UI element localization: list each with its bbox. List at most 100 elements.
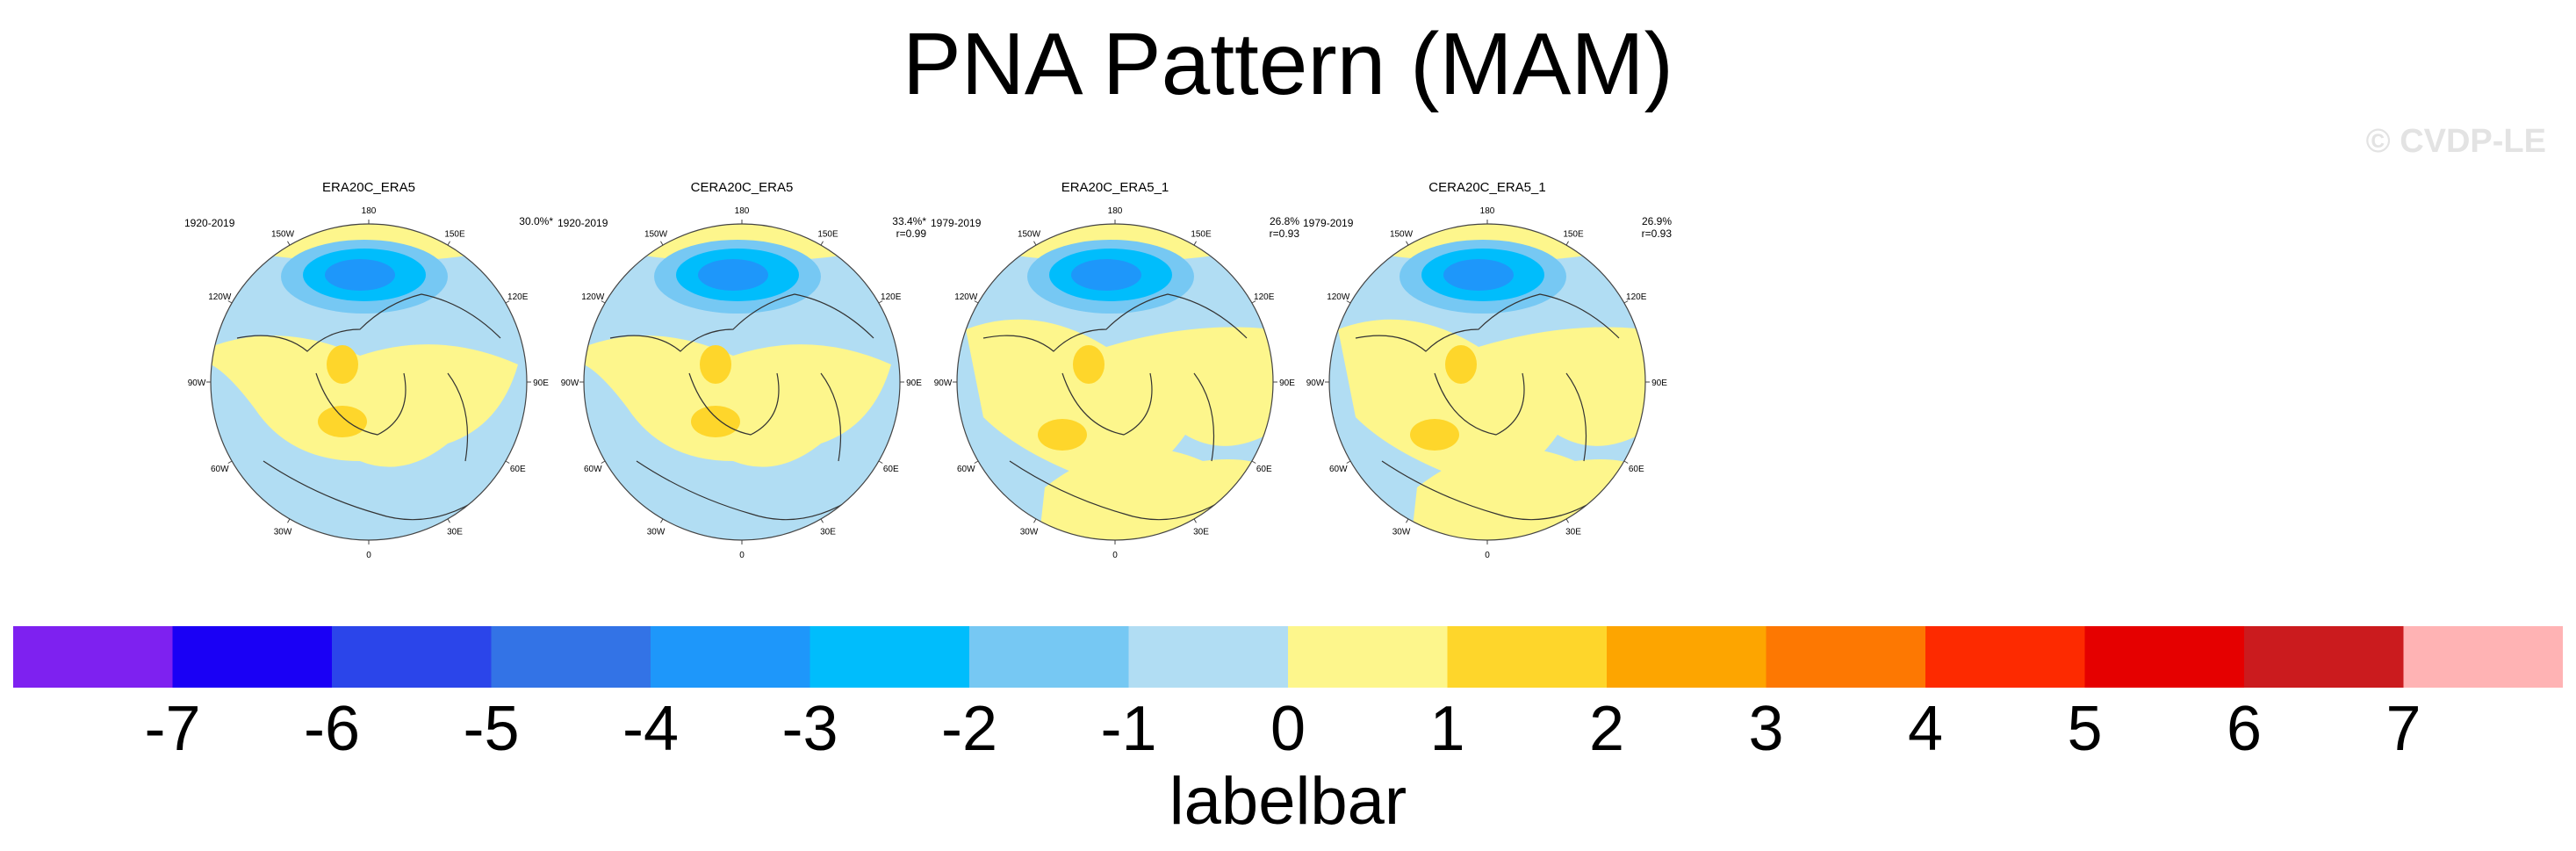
panel-variance: 26.8% bbox=[1269, 215, 1299, 227]
colorbar-swatch bbox=[2084, 626, 2245, 688]
colorbar-tick-label: 4 bbox=[1907, 694, 1944, 764]
polar-map: 180 150E 120E 90E 60E 30E 0 30W 60W 90W 120W 150W bbox=[188, 206, 550, 560]
colorbar-tick-label: 2 bbox=[1588, 694, 1625, 764]
lon-label: 120E bbox=[1626, 292, 1647, 302]
lon-label: 60W bbox=[584, 465, 602, 474]
lon-label: 30W bbox=[1392, 528, 1411, 537]
polar-map: 180 150E 120E 90E 60E 30E 0 30W 60W 90W 120W 150W bbox=[934, 206, 1296, 560]
lon-label: 90E bbox=[1651, 379, 1667, 388]
panel-correlation: r=0.93 bbox=[1269, 227, 1299, 240]
colorbar-tick-label: 5 bbox=[2067, 694, 2103, 764]
page-title: PNA Pattern (MAM) bbox=[903, 15, 1673, 113]
colorbar-swatch bbox=[2403, 626, 2563, 688]
panel-years: 1920-2019 bbox=[184, 217, 235, 229]
panel-stats: 33.4%* r=0.99 bbox=[821, 215, 926, 240]
colorbar-tick-label: 7 bbox=[2385, 694, 2421, 764]
lon-label: 120W bbox=[208, 292, 232, 302]
watermark: © CVDP-LE bbox=[2365, 123, 2546, 160]
lon-label: 30W bbox=[1020, 528, 1039, 537]
colorbar-tick-label: 0 bbox=[1270, 694, 1306, 764]
colorbar-swatch bbox=[809, 626, 970, 688]
colorbar-swatch bbox=[1607, 626, 1767, 688]
colorbar-swatch bbox=[2244, 626, 2404, 688]
lon-label: 90W bbox=[561, 379, 579, 388]
polar-map: 180 150E 120E 90E 60E 30E 0 30W 60W 90W 120W 150W bbox=[1306, 206, 1668, 560]
map-panel: CERA20C_ERA5_1 1979-2019 26.9% r=0.93 180 150… bbox=[1303, 180, 1672, 560]
lon-label: 150W bbox=[1018, 229, 1041, 239]
colorbar-tick-label: -3 bbox=[781, 694, 838, 764]
lon-label: 30E bbox=[447, 528, 463, 537]
lon-label: 90E bbox=[906, 379, 922, 388]
lon-label: 60W bbox=[1329, 465, 1348, 474]
lon-label: 150E bbox=[817, 229, 838, 239]
panel-stats: 30.0%* bbox=[448, 215, 553, 227]
colorbar-swatch bbox=[1128, 626, 1289, 688]
lon-label: 150E bbox=[1563, 229, 1584, 239]
lon-label: 120E bbox=[881, 292, 902, 302]
panel-correlation: r=0.99 bbox=[896, 227, 926, 240]
lon-label: 150W bbox=[1390, 229, 1414, 239]
lon-label: 0 bbox=[739, 551, 745, 560]
colorbar-swatch bbox=[13, 626, 173, 688]
colorbar-tick-label: -1 bbox=[1100, 694, 1157, 764]
panel-variance: 30.0%* bbox=[519, 215, 553, 227]
lon-label: 30E bbox=[1565, 528, 1581, 537]
colorbar-swatch bbox=[491, 626, 651, 688]
lon-label: 120E bbox=[507, 292, 529, 302]
lon-label: 0 bbox=[1112, 551, 1118, 560]
panel-variance: 26.9% bbox=[1641, 215, 1672, 227]
colorbar-tick-label: 3 bbox=[1748, 694, 1784, 764]
panel-years: 1979-2019 bbox=[1303, 217, 1354, 229]
colorbar-tick-label: 6 bbox=[2226, 694, 2263, 764]
lon-label: 0 bbox=[366, 551, 371, 560]
lon-label: 150E bbox=[444, 229, 465, 239]
colorbar-swatch bbox=[1288, 626, 1448, 688]
lon-label: 0 bbox=[1485, 551, 1490, 560]
panel-years: 1920-2019 bbox=[558, 217, 608, 229]
lon-label: 30E bbox=[820, 528, 836, 537]
map-panel: ERA20C_ERA5_1 1979-2019 26.8% r=0.93 180 150E… bbox=[931, 180, 1299, 560]
lon-label: 30W bbox=[274, 528, 292, 537]
panel-stats: 26.8% r=0.93 bbox=[1194, 215, 1299, 240]
lon-label: 180 bbox=[1480, 206, 1495, 216]
panel-title: CERA20C_ERA5 bbox=[690, 180, 794, 195]
colorbar-tick-label: -4 bbox=[622, 694, 680, 764]
lon-label: 120W bbox=[581, 292, 605, 302]
lon-label: 60E bbox=[1256, 465, 1272, 474]
colorbar-tick-label: -7 bbox=[144, 694, 201, 764]
map-panel: CERA20C_ERA5 1920-2019 33.4%* r=0.99 180 150E… bbox=[558, 180, 926, 560]
lon-label: 150E bbox=[1191, 229, 1212, 239]
colorbar-swatch bbox=[1925, 626, 2085, 688]
map-panel: ERA20C_ERA5 1920-2019 30.0%* 180 150E 120E 90E… bbox=[184, 180, 553, 560]
polar-map: 180 150E 120E 90E 60E 30E 0 30W 60W 90W 120W 150W bbox=[561, 206, 923, 560]
panel-stats: 26.9% r=0.93 bbox=[1566, 215, 1672, 240]
lon-label: 120W bbox=[954, 292, 978, 302]
lon-label: 150W bbox=[644, 229, 668, 239]
colorbar-swatch bbox=[969, 626, 1129, 688]
colorbar-tick-label: -2 bbox=[940, 694, 998, 764]
colorbar-tick-label: -5 bbox=[463, 694, 520, 764]
lon-label: 90W bbox=[1306, 379, 1325, 388]
lon-label: 90W bbox=[188, 379, 206, 388]
lon-label: 30E bbox=[1193, 528, 1209, 537]
lon-label: 180 bbox=[362, 206, 377, 216]
lon-label: 60E bbox=[883, 465, 899, 474]
lon-label: 60W bbox=[211, 465, 229, 474]
panel-variance: 33.4%* bbox=[892, 215, 926, 227]
lon-label: 120W bbox=[1327, 292, 1350, 302]
colorbar-swatch bbox=[1447, 626, 1608, 688]
colorbar bbox=[13, 626, 2563, 688]
colorbar-swatch bbox=[172, 626, 333, 688]
colorbar-tick-label: -6 bbox=[303, 694, 361, 764]
colorbar-tick-label: 1 bbox=[1429, 694, 1465, 764]
panel-title: ERA20C_ERA5 bbox=[322, 180, 415, 195]
lon-label: 60E bbox=[1629, 465, 1644, 474]
colorbar-swatch bbox=[1766, 626, 1926, 688]
lon-label: 30W bbox=[647, 528, 666, 537]
colorbar-swatch bbox=[332, 626, 492, 688]
lon-label: 90E bbox=[533, 379, 549, 388]
colorbar-swatch bbox=[651, 626, 810, 688]
panel-title: CERA20C_ERA5_1 bbox=[1428, 180, 1546, 195]
panel-title: ERA20C_ERA5_1 bbox=[1061, 180, 1169, 195]
lon-label: 180 bbox=[735, 206, 750, 216]
